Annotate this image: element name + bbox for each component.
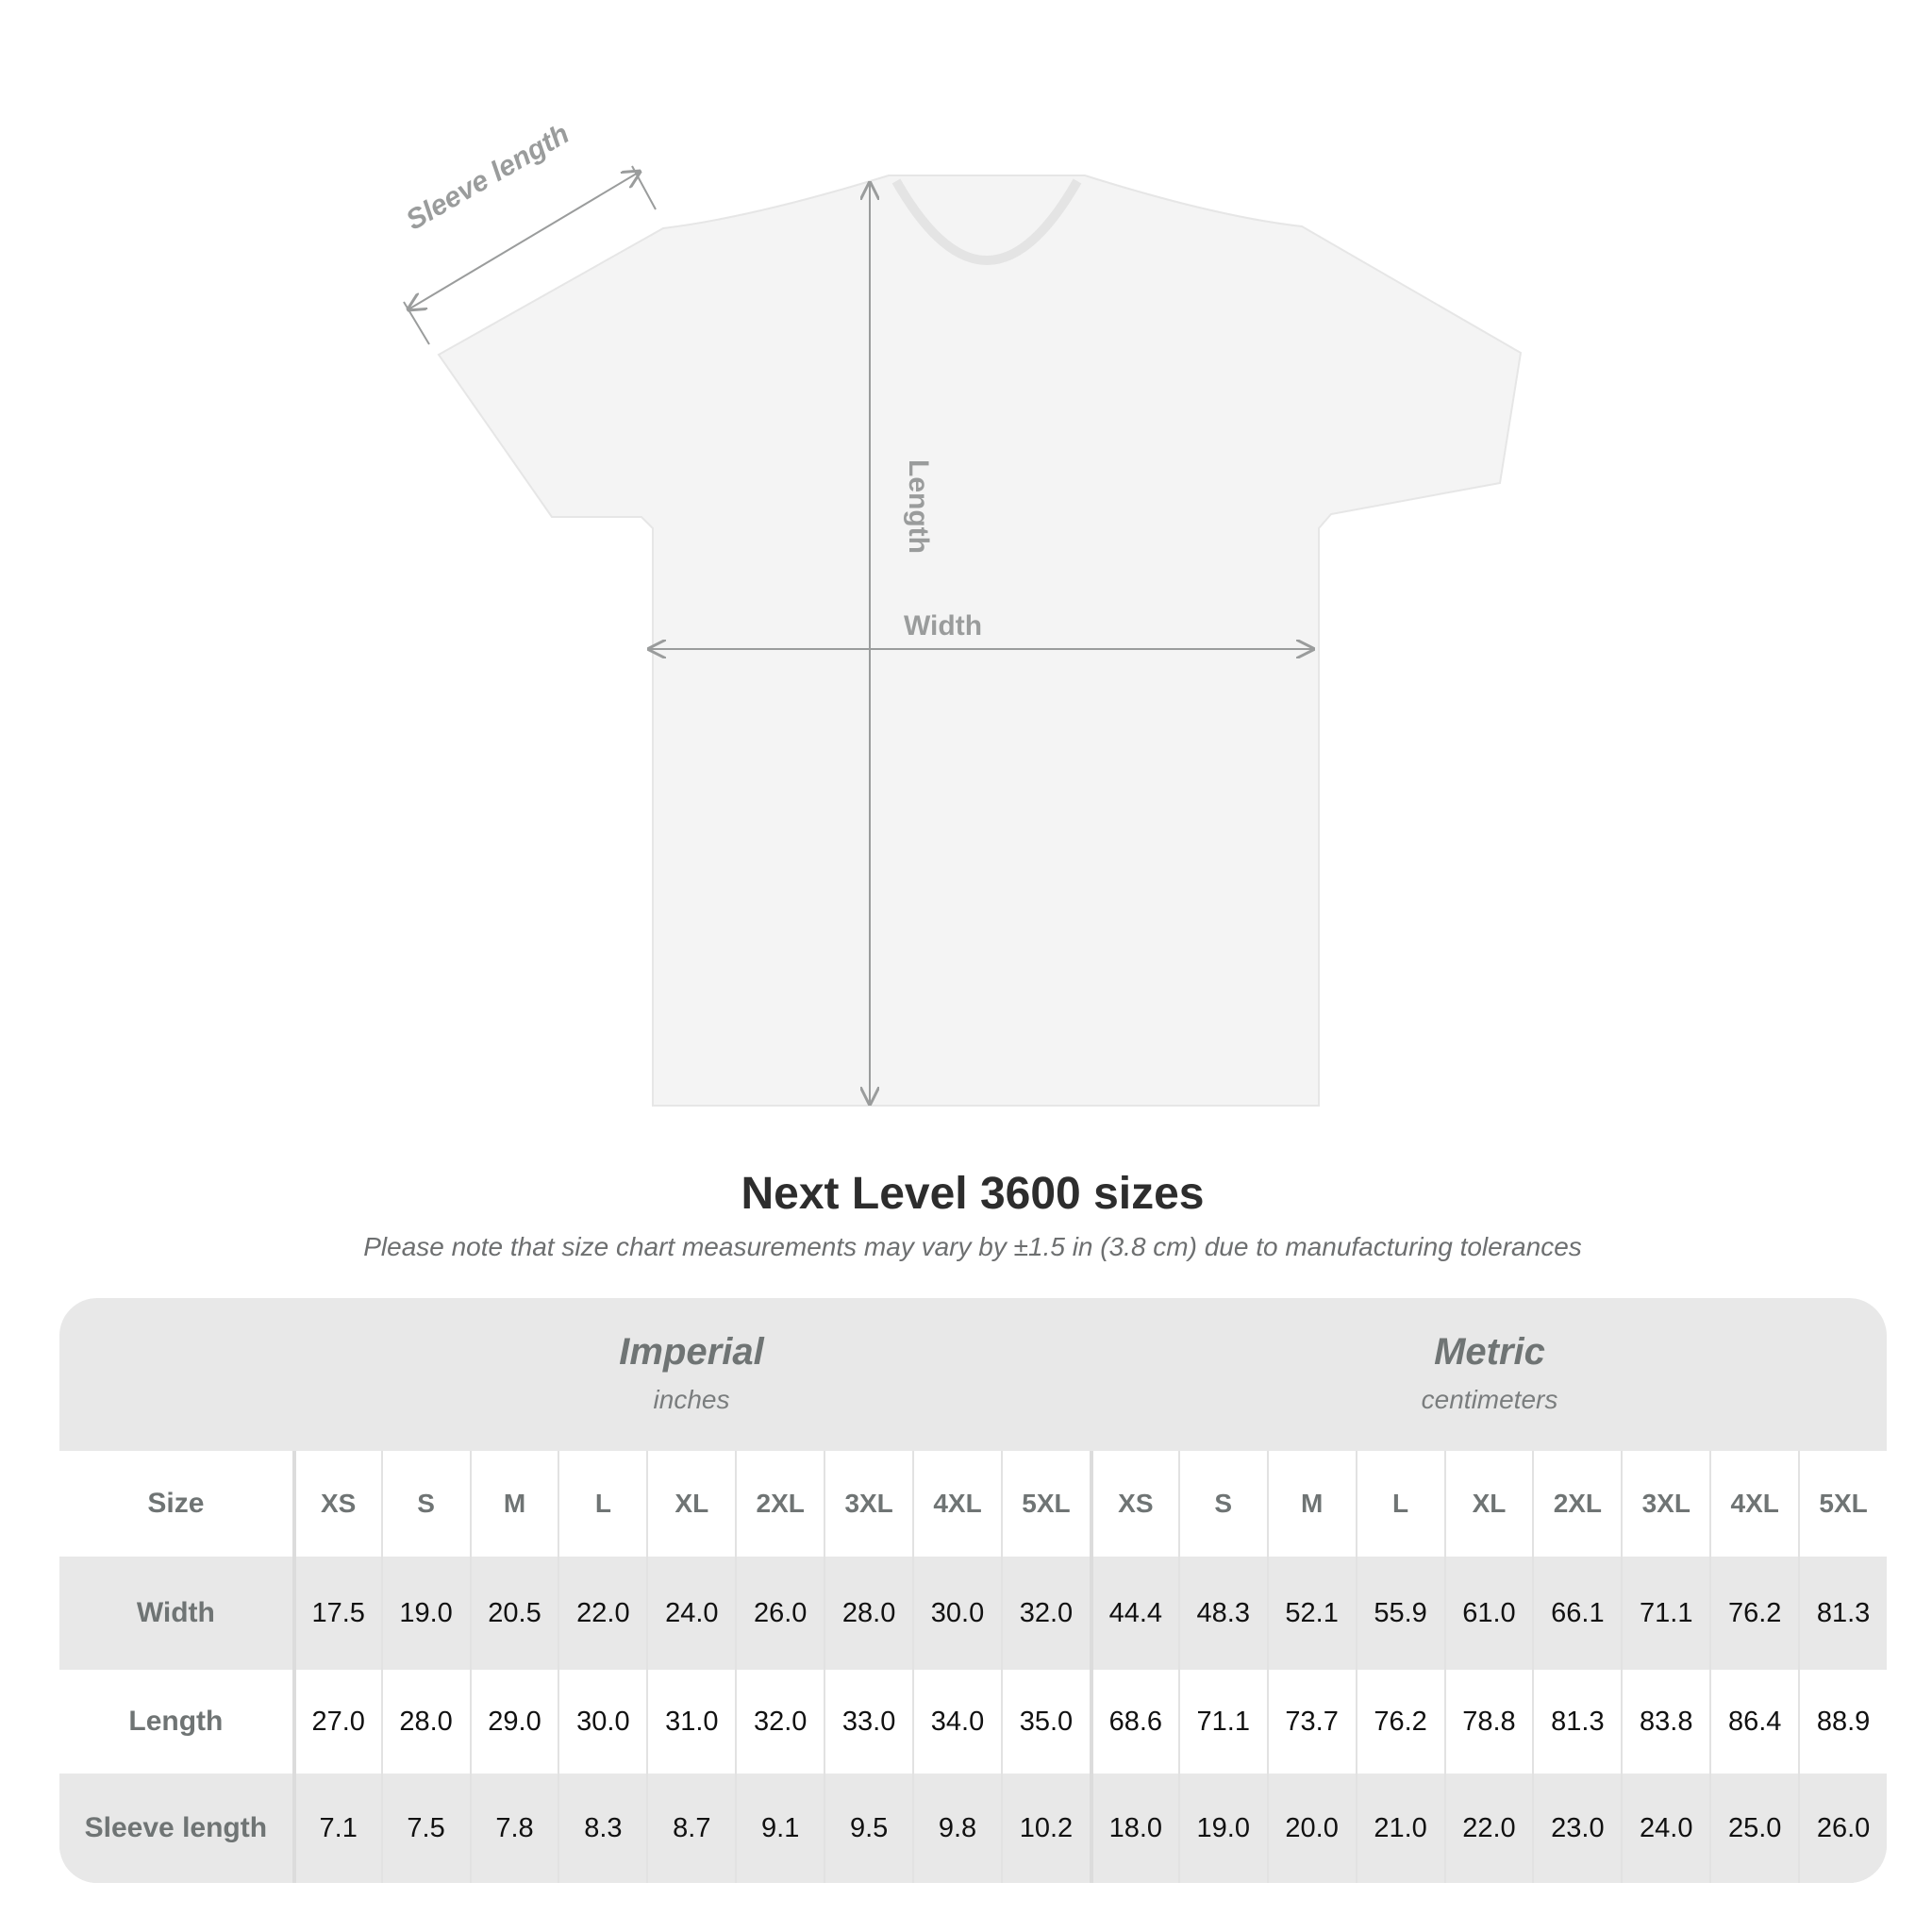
imperial-header: Imperial inches [292, 1298, 1091, 1451]
imperial-cell: 10.2 [1000, 1774, 1090, 1883]
imperial-cell: 7.5 [380, 1774, 470, 1883]
imperial-cell: 7.1 [291, 1774, 381, 1883]
table-row: Sleeve length 7.1 7.5 7.8 8.3 8.7 9.1 9.5 9.8 10.… [59, 1774, 1887, 1883]
metric-cell: 68.6 [1089, 1670, 1178, 1774]
row-label: Size [147, 1488, 205, 1519]
metric-cell: 24.0 [1621, 1774, 1709, 1883]
imperial-cell: 35.0 [1000, 1670, 1090, 1774]
imperial-cell: 33.0 [824, 1670, 912, 1774]
metric-cell: 23.0 [1532, 1774, 1621, 1883]
length-label: Length [903, 459, 934, 554]
imperial-cell: S [380, 1451, 470, 1557]
imperial-cell: 26.0 [735, 1557, 824, 1670]
row-label: Length [128, 1706, 224, 1737]
width-label: Width [904, 610, 983, 641]
imperial-cell: 27.0 [291, 1670, 381, 1774]
metric-cell: M [1266, 1451, 1356, 1557]
sleeve-measure-line [408, 172, 640, 309]
metric-cell: 52.1 [1266, 1557, 1356, 1670]
metric-cell: 66.1 [1532, 1557, 1621, 1670]
metric-cell: XL [1443, 1451, 1533, 1557]
metric-cell: 18.0 [1089, 1774, 1178, 1883]
size-row: Size XS S M L XL 2XL 3XL 4XL 5XL XS S M L XL 2XL 3XL 4XL 5… [59, 1451, 1887, 1557]
imperial-cell: 3XL [824, 1451, 912, 1557]
imperial-cell: 17.5 [291, 1557, 381, 1670]
metric-unit: centimeters [1421, 1385, 1558, 1414]
metric-cell: 73.7 [1266, 1670, 1356, 1774]
imperial-label: Imperial [619, 1331, 764, 1373]
metric-cell: S [1177, 1451, 1267, 1557]
row-label: Sleeve length [84, 1812, 268, 1843]
metric-cell: 25.0 [1709, 1774, 1798, 1883]
metric-cell: 22.0 [1443, 1774, 1533, 1883]
metric-cell: 20.0 [1266, 1774, 1356, 1883]
tolerance-note: Please note that size chart measurements… [363, 1232, 1582, 1261]
imperial-cell: 2XL [735, 1451, 824, 1557]
imperial-cell: 7.8 [469, 1774, 558, 1883]
imperial-cell: 4XL [912, 1451, 1001, 1557]
size-table: Imperial inches Metric centimeters Size X… [59, 1298, 1887, 1883]
metric-cell: 44.4 [1089, 1557, 1178, 1670]
imperial-cell: 28.0 [824, 1557, 912, 1670]
imperial-cell: L [558, 1451, 646, 1557]
imperial-cell: 28.0 [380, 1670, 470, 1774]
row-label: Width [136, 1597, 215, 1628]
metric-cell: 78.8 [1443, 1670, 1533, 1774]
imperial-cell: 19.0 [380, 1557, 470, 1670]
imperial-cell: 9.5 [824, 1774, 912, 1883]
tshirt-diagram [403, 165, 1523, 1107]
metric-cell: 4XL [1709, 1451, 1798, 1557]
imperial-cell: 32.0 [735, 1670, 824, 1774]
metric-label: Metric [1434, 1331, 1545, 1373]
metric-cell: 81.3 [1532, 1670, 1621, 1774]
imperial-cell: 8.7 [646, 1774, 735, 1883]
imperial-cell: 34.0 [912, 1670, 1001, 1774]
imperial-cell: 5XL [1000, 1451, 1090, 1557]
metric-cell: 83.8 [1621, 1670, 1709, 1774]
imperial-cell: 22.0 [558, 1557, 646, 1670]
metric-cell: 81.3 [1798, 1557, 1887, 1670]
imperial-cell: 9.8 [912, 1774, 1001, 1883]
imperial-unit: inches [653, 1385, 730, 1414]
metric-cell: 86.4 [1709, 1670, 1798, 1774]
metric-cell: 76.2 [1709, 1557, 1798, 1670]
imperial-cell: XS [291, 1451, 381, 1557]
metric-cell: 5XL [1798, 1451, 1887, 1557]
metric-cell: XS [1089, 1451, 1178, 1557]
imperial-cell: XL [646, 1451, 735, 1557]
imperial-cell: 30.0 [558, 1670, 646, 1774]
metric-cell: 76.2 [1355, 1670, 1444, 1774]
imperial-cell: M [469, 1451, 558, 1557]
metric-cell: L [1355, 1451, 1444, 1557]
metric-cell: 88.9 [1798, 1670, 1887, 1774]
imperial-cell: 9.1 [735, 1774, 824, 1883]
metric-cell: 3XL [1621, 1451, 1709, 1557]
table-row: Length 27.0 28.0 29.0 30.0 31.0 32.0 33.0 34.0 35… [59, 1670, 1887, 1774]
metric-cell: 19.0 [1177, 1774, 1267, 1883]
table-row: Width 17.5 19.0 20.5 22.0 24.0 26.0 28.0 30.0 32.… [59, 1557, 1887, 1670]
imperial-cell: 31.0 [646, 1670, 735, 1774]
imperial-cell: 29.0 [469, 1670, 558, 1774]
metric-cell: 21.0 [1355, 1774, 1444, 1883]
imperial-cell: 8.3 [558, 1774, 646, 1883]
imperial-cell: 20.5 [469, 1557, 558, 1670]
imperial-cell: 32.0 [1000, 1557, 1090, 1670]
imperial-cell: 24.0 [646, 1557, 735, 1670]
metric-cell: 48.3 [1177, 1557, 1267, 1670]
page-title: Next Level 3600 sizes [741, 1169, 1205, 1219]
metric-cell: 71.1 [1621, 1557, 1709, 1670]
metric-cell: 71.1 [1177, 1670, 1267, 1774]
imperial-cell: 30.0 [912, 1557, 1001, 1670]
metric-cell: 61.0 [1443, 1557, 1533, 1670]
metric-cell: 55.9 [1355, 1557, 1444, 1670]
metric-header: Metric centimeters [1091, 1298, 1887, 1451]
collar [891, 178, 1082, 265]
metric-cell: 2XL [1532, 1451, 1621, 1557]
metric-cell: 26.0 [1798, 1774, 1887, 1883]
